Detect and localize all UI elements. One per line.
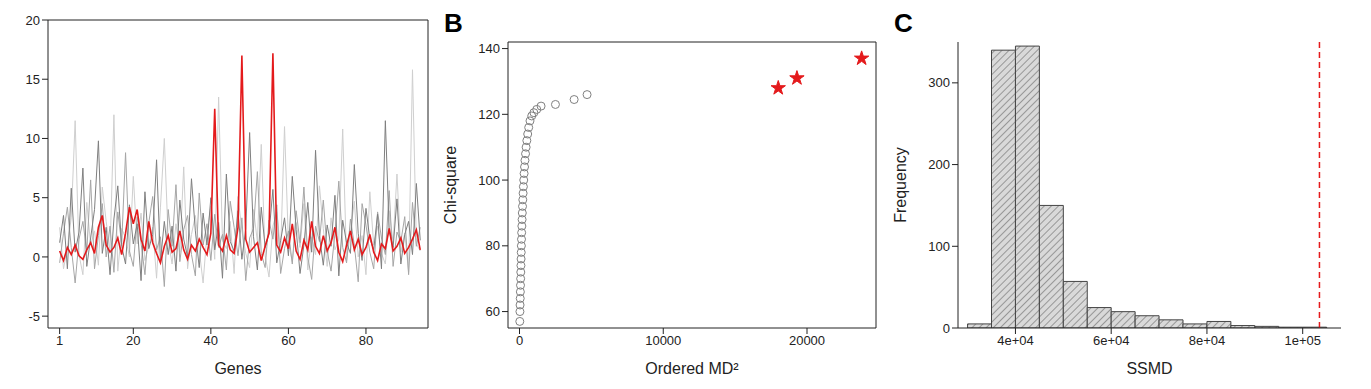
svg-text:1e+05: 1e+05 — [1284, 333, 1321, 348]
svg-text:4e+04: 4e+04 — [997, 333, 1034, 348]
svg-text:6e+04: 6e+04 — [1093, 333, 1130, 348]
svg-text:15: 15 — [26, 72, 40, 87]
svg-text:200: 200 — [928, 157, 950, 172]
svg-text:80: 80 — [359, 333, 373, 348]
svg-text:60: 60 — [281, 333, 295, 348]
svg-text:20000: 20000 — [789, 333, 825, 348]
svg-text:0: 0 — [33, 250, 40, 265]
svg-text:5: 5 — [33, 190, 40, 205]
svg-text:Frequency: Frequency — [892, 147, 909, 223]
svg-text:100: 100 — [478, 173, 500, 188]
svg-text:60: 60 — [486, 304, 500, 319]
svg-text:100: 100 — [928, 239, 950, 254]
svg-text:140: 140 — [478, 41, 500, 56]
svg-text:300: 300 — [928, 75, 950, 90]
svg-text:0: 0 — [516, 333, 523, 348]
svg-text:40: 40 — [204, 333, 218, 348]
svg-text:1: 1 — [56, 333, 63, 348]
svg-text:8e+04: 8e+04 — [1189, 333, 1226, 348]
svg-text:SSMD: SSMD — [1126, 360, 1172, 377]
svg-text:120: 120 — [478, 107, 500, 122]
svg-text:Chi-square: Chi-square — [442, 146, 459, 224]
svg-text:-5: -5 — [28, 309, 40, 324]
html-text:B: B — [444, 8, 463, 38]
svg-text:0: 0 — [943, 321, 950, 336]
svg-text:20: 20 — [26, 13, 40, 28]
svg-text:20: 20 — [126, 333, 140, 348]
svg-text:Ordered MD²: Ordered MD² — [645, 360, 739, 377]
svg-text:10000: 10000 — [645, 333, 681, 348]
svg-text:80: 80 — [486, 238, 500, 253]
svg-text:Genes: Genes — [214, 360, 261, 377]
svg-text:10: 10 — [26, 131, 40, 146]
html-text:C: C — [894, 8, 913, 38]
